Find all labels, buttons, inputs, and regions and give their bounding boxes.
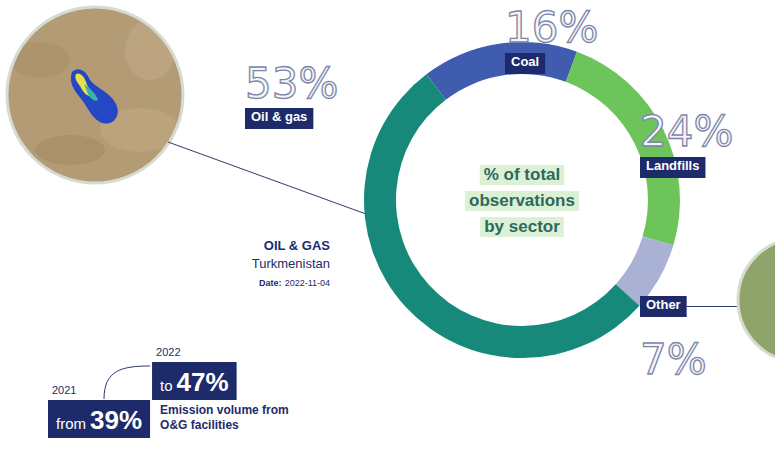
chart-root: % of totalobservationsby sector 16% Coal 24… [0,0,775,459]
percent-label: 16% [505,3,598,52]
category-label-group: Coal [505,53,545,74]
change-box [48,400,150,438]
change-word: to [160,377,173,394]
change-text: to47% [160,367,229,397]
satellite-image [0,0,190,190]
category-label-group: Landfills [640,157,705,178]
year-label: 2021 [52,384,76,396]
category-label: Oil & gas [251,109,307,124]
leader-line [687,306,740,307]
category-label: Other [646,297,681,312]
change-value: 39% [90,405,142,435]
change-text: from39% [56,405,142,435]
category-label-box [505,53,545,74]
change-box [152,362,237,400]
category-label-box [245,108,313,129]
change-word: from [56,415,86,432]
percent-label: 24% [640,107,733,156]
emission-title: Emission volume fromO&G facilities [160,403,289,432]
data-labels: 16% Coal 24% Landfills 7% Other 53%Oil & gas [245,3,733,384]
percent-label: 53% [245,59,338,108]
connector-line [104,366,150,399]
percent-label: 7% [640,335,707,384]
caption-country: Turkmenistan [252,256,330,271]
image-texture [125,20,175,80]
change-value: 47% [177,367,229,397]
category-label: Coal [511,54,539,69]
methane-plume [71,69,118,123]
image-border [7,7,183,183]
category-label-box [640,157,705,178]
title-highlight [465,191,579,211]
donut [364,42,680,358]
satellite-image-right [738,238,775,362]
category-label-group: Other [640,296,687,317]
title-highlight [480,165,565,185]
center-title: % of totalobservationsby sector [469,165,575,236]
year-label: 2022 [156,346,180,358]
caption-sector: OIL & GAS [264,238,331,253]
change-box-group: from39% [48,400,150,438]
center-title-group: % of totalobservationsby sector [465,165,579,237]
category-label: Landfills [646,158,699,173]
donut-slice [364,74,639,358]
image-texture [10,42,70,78]
caption-date-label: Date: [259,278,282,288]
leader-line [168,142,366,214]
category-label-box [640,296,687,317]
caption-date: Date:2022-11-04 [259,278,330,288]
change-box-group: to47% [152,362,237,400]
category-label-group: Oil & gas [245,108,313,129]
image-texture [35,135,105,165]
methane-plume-mid [84,84,98,101]
image-ground [0,0,190,190]
title-highlight [480,217,564,237]
caption-date-value: 2022-11-04 [285,278,330,288]
